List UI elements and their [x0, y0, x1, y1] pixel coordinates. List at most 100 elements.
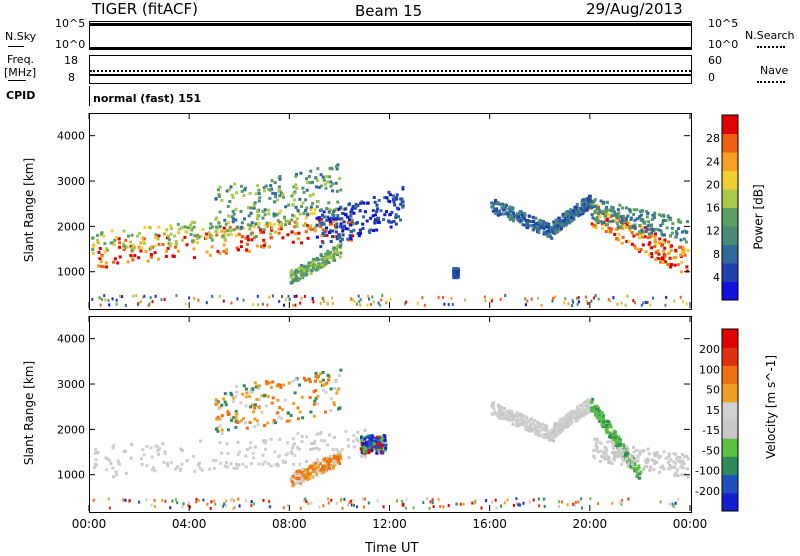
data-pixel	[113, 257, 117, 261]
data-pixel	[437, 295, 440, 299]
data-pixel	[649, 465, 653, 469]
data-pixel	[321, 383, 325, 387]
data-pixel	[143, 226, 147, 229]
data-pixel	[274, 230, 277, 234]
data-pixel	[673, 263, 677, 267]
data-pixel	[611, 434, 615, 438]
data-pixel	[586, 203, 590, 207]
data-pixel	[637, 236, 641, 240]
data-pixel	[615, 446, 619, 449]
data-pixel	[117, 237, 121, 241]
data-pixel	[525, 423, 528, 427]
data-pixel	[329, 240, 333, 243]
data-pixel	[149, 296, 152, 300]
data-pixel	[497, 409, 501, 413]
data-pixel	[186, 226, 190, 230]
data-pixel	[309, 208, 313, 211]
colorbar-tick-label: 24	[706, 155, 720, 168]
data-pixel	[338, 374, 341, 378]
data-pixel	[384, 446, 388, 450]
data-pixel	[601, 413, 605, 417]
data-pixel	[590, 206, 594, 209]
data-pixel	[624, 450, 628, 453]
data-pixel	[580, 497, 583, 501]
data-pixel	[687, 249, 690, 253]
data-pixel	[340, 225, 344, 229]
data-pixel	[323, 230, 327, 234]
data-pixel	[293, 225, 297, 229]
colorbar-swatch	[722, 401, 738, 421]
data-pixel	[371, 209, 375, 212]
data-pixel	[328, 175, 332, 179]
data-pixel	[671, 222, 675, 226]
data-pixel	[629, 465, 633, 469]
data-pixel	[629, 453, 633, 457]
data-pixel	[235, 191, 239, 195]
data-pixel	[131, 258, 135, 262]
data-pixel	[395, 197, 399, 201]
data-pixel	[173, 234, 176, 238]
data-pixel	[313, 265, 317, 269]
colorbar-tick-label: 8	[713, 248, 720, 261]
data-pixel	[679, 220, 683, 224]
data-pixel	[293, 232, 297, 236]
data-pixel	[139, 249, 143, 253]
data-pixel	[109, 241, 113, 245]
data-pixel	[354, 202, 358, 206]
data-pixel	[541, 433, 545, 437]
data-pixel	[309, 262, 313, 266]
data-pixel	[612, 431, 616, 435]
data-pixel	[652, 216, 656, 220]
data-pixel	[137, 256, 141, 260]
data-pixel	[639, 209, 643, 213]
data-pixel	[685, 467, 689, 471]
data-pixel	[329, 222, 332, 226]
data-pixel	[518, 414, 522, 418]
data-pixel	[323, 256, 327, 260]
data-pixel	[174, 245, 177, 249]
data-pixel	[596, 450, 600, 454]
data-pixel	[666, 460, 670, 464]
data-pixel	[630, 231, 634, 235]
data-pixel	[92, 251, 95, 255]
data-pixel	[595, 216, 599, 220]
data-pixel	[266, 395, 270, 399]
data-pixel	[377, 198, 381, 202]
data-pixel	[442, 296, 445, 299]
data-pixel	[91, 248, 95, 251]
data-pixel	[432, 505, 435, 509]
data-pixel	[210, 500, 213, 504]
data-pixel	[313, 229, 317, 233]
data-pixel	[377, 442, 381, 446]
data-pixel	[314, 373, 318, 377]
data-pixel	[578, 408, 582, 412]
data-pixel	[193, 256, 196, 260]
data-pixel	[615, 452, 619, 456]
data-pixel	[322, 467, 326, 471]
data-pixel	[668, 234, 672, 238]
data-pixel	[356, 505, 358, 509]
data-pixel	[93, 451, 97, 455]
data-pixel	[276, 464, 280, 468]
data-pixel	[664, 303, 667, 307]
data-pixel	[166, 246, 170, 250]
data-pixel	[249, 211, 253, 215]
data-pixel	[573, 205, 577, 209]
data-pixel	[344, 227, 348, 231]
data-pixel	[232, 416, 236, 419]
data-pixel	[197, 499, 200, 503]
data-pixel	[592, 407, 596, 411]
data-pixel	[154, 294, 157, 298]
data-pixel	[249, 232, 253, 236]
data-pixel	[146, 259, 150, 263]
data-pixel	[329, 397, 333, 401]
data-pixel	[537, 430, 541, 434]
data-pixel	[677, 227, 681, 231]
data-pixel	[637, 464, 641, 468]
data-pixel	[103, 250, 107, 254]
data-pixel	[580, 203, 584, 207]
data-pixel	[307, 226, 311, 230]
data-pixel	[383, 438, 387, 442]
data-pixel	[635, 232, 639, 236]
